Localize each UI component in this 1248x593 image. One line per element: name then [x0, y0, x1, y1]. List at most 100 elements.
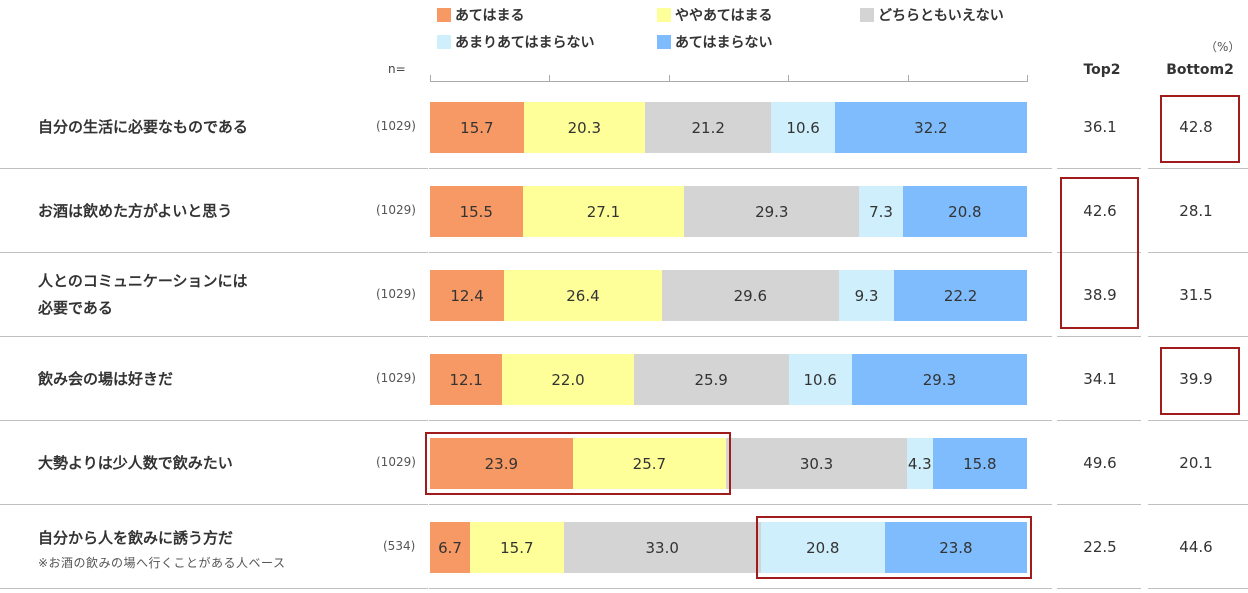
row-n: (1029) — [376, 287, 416, 301]
row-separator — [1148, 420, 1248, 421]
stacked-bar: 6.7 15.7 33.0 20.8 23.8 — [430, 522, 1027, 573]
row-separator — [1057, 420, 1141, 421]
bar-segment: 29.3 — [684, 186, 860, 237]
chart-row: 大勢よりは少人数で飲みたい (1029) 23.9 25.7 30.3 4.3 15.8 49… — [0, 421, 1248, 505]
row-label-line: 大勢よりは少人数で飲みたい — [38, 454, 233, 472]
bar-segment: 20.8 — [760, 522, 885, 573]
row-n: (1029) — [376, 119, 416, 133]
bar-segment: 26.4 — [504, 270, 662, 321]
top2-value: 42.6 — [1083, 202, 1117, 220]
stacked-bar: 15.5 27.1 29.3 7.3 20.8 — [430, 186, 1027, 237]
row-label-line: 人とのコミュニケーションには — [38, 272, 248, 290]
legend-swatch — [860, 8, 874, 22]
bar-segment: 30.3 — [726, 438, 907, 489]
bar-segment: 23.8 — [884, 522, 1027, 573]
legend-label: ややあてはまる — [675, 8, 773, 24]
bar-segment: 10.6 — [788, 354, 852, 405]
row-separator — [1148, 168, 1248, 169]
row-separator — [1057, 504, 1141, 505]
bar-segment: 15.7 — [430, 102, 524, 153]
bar-segment: 15.8 — [932, 438, 1027, 489]
top2-value: 36.1 — [1083, 118, 1117, 136]
stacked-bar: 12.1 22.0 25.9 10.6 29.3 — [430, 354, 1027, 405]
bar-segment: 7.3 — [859, 186, 903, 237]
bar-segment: 20.8 — [902, 186, 1027, 237]
legend-label: どちらともいえない — [878, 8, 1004, 24]
top2-value: 49.6 — [1083, 454, 1117, 472]
row-separator — [1148, 336, 1248, 337]
bar-segment: 9.3 — [838, 270, 895, 321]
row-separator — [1057, 168, 1141, 169]
axis-tick — [430, 75, 431, 82]
highlight-box — [1060, 177, 1139, 329]
axis-line — [430, 81, 1027, 82]
legend-swatch — [657, 8, 671, 22]
row-label: 人とのコミュニケーションには 必要である — [38, 268, 248, 322]
bar-segment: 27.1 — [522, 186, 685, 237]
row-separator — [0, 168, 428, 169]
bar-segment: 33.0 — [563, 522, 761, 573]
bottom2-value: 20.1 — [1179, 454, 1213, 472]
bar-segment: 15.7 — [469, 522, 564, 573]
row-separator — [1057, 588, 1141, 589]
bar-segment: 29.6 — [661, 270, 839, 321]
axis-tick — [669, 75, 670, 82]
chart-row: 自分の生活に必要なものである (1029) 15.7 20.3 21.2 10.6 32.2… — [0, 85, 1248, 169]
bar-segment: 4.3 — [906, 438, 933, 489]
legend-swatch — [657, 35, 671, 49]
bottom2-value: 31.5 — [1179, 286, 1213, 304]
legend-item: あてはまらない — [657, 34, 772, 51]
bar-segment: 12.4 — [430, 270, 505, 321]
row-n: (1029) — [376, 371, 416, 385]
bar-segment: 25.7 — [572, 438, 727, 489]
row-label: 自分から人を飲みに誘う方だ — [38, 525, 233, 552]
bar-segment: 15.5 — [430, 186, 523, 237]
bottom2-value: 42.8 — [1179, 118, 1213, 136]
legend-item: ややあてはまる — [657, 7, 773, 24]
row-separator — [429, 336, 1052, 337]
bar-segment: 6.7 — [430, 522, 470, 573]
legend-swatch — [437, 35, 451, 49]
row-n: (1029) — [376, 455, 416, 469]
row-label: 大勢よりは少人数で飲みたい — [38, 450, 233, 477]
highlight-box — [425, 432, 732, 495]
top2-value: 38.9 — [1083, 286, 1117, 304]
row-separator — [0, 588, 428, 589]
axis-tick — [908, 75, 909, 82]
row-separator — [1057, 336, 1141, 337]
chart-row: 飲み会の場は好きだ (1029) 12.1 22.0 25.9 10.6 29.3 34.1 3… — [0, 337, 1248, 421]
row-separator — [1148, 504, 1248, 505]
stacked-bar: 23.9 25.7 30.3 4.3 15.8 — [430, 438, 1027, 489]
top2-header: Top2 — [1083, 62, 1121, 78]
row-separator — [0, 252, 428, 253]
row-n: (1029) — [376, 203, 416, 217]
legend-label: あまりあてはまらない — [455, 35, 595, 51]
bar-segment: 21.2 — [644, 102, 772, 153]
bar-segment: 22.2 — [894, 270, 1027, 321]
legend-item: あてはまる — [437, 7, 524, 24]
legend-swatch — [437, 8, 451, 22]
bottom2-header: Bottom2 — [1166, 62, 1234, 78]
row-separator — [429, 168, 1052, 169]
row-separator — [1148, 588, 1248, 589]
row-label: お酒は飲めた方がよいと思う — [38, 198, 232, 225]
bottom2-value: 28.1 — [1179, 202, 1213, 220]
row-label-line: 自分から人を飲みに誘う方だ — [38, 529, 234, 547]
bar-segment: 10.6 — [771, 102, 835, 153]
legend-item: どちらともいえない — [860, 7, 1004, 24]
row-label-line: お酒は飲めた方がよいと思う — [38, 202, 233, 220]
bar-segment: 23.9 — [430, 438, 573, 489]
chart-row: お酒は飲めた方がよいと思う (1029) 15.5 27.1 29.3 7.3 20.8 42… — [0, 169, 1248, 253]
highlight-box — [1160, 95, 1240, 163]
bar-segment: 20.3 — [523, 102, 645, 153]
bottom2-value: 39.9 — [1179, 370, 1213, 388]
highlight-box — [755, 516, 1032, 579]
top2-value: 22.5 — [1083, 538, 1117, 556]
bar-segment: 32.2 — [834, 102, 1027, 153]
bottom2-value: 44.6 — [1179, 538, 1213, 556]
row-label: 自分の生活に必要なものである — [38, 114, 248, 141]
stacked-bar: 12.4 26.4 29.6 9.3 22.2 — [430, 270, 1027, 321]
row-separator — [1057, 252, 1141, 253]
row-separator — [0, 504, 428, 505]
row-label-line: 自分の生活に必要なものである — [38, 118, 248, 136]
